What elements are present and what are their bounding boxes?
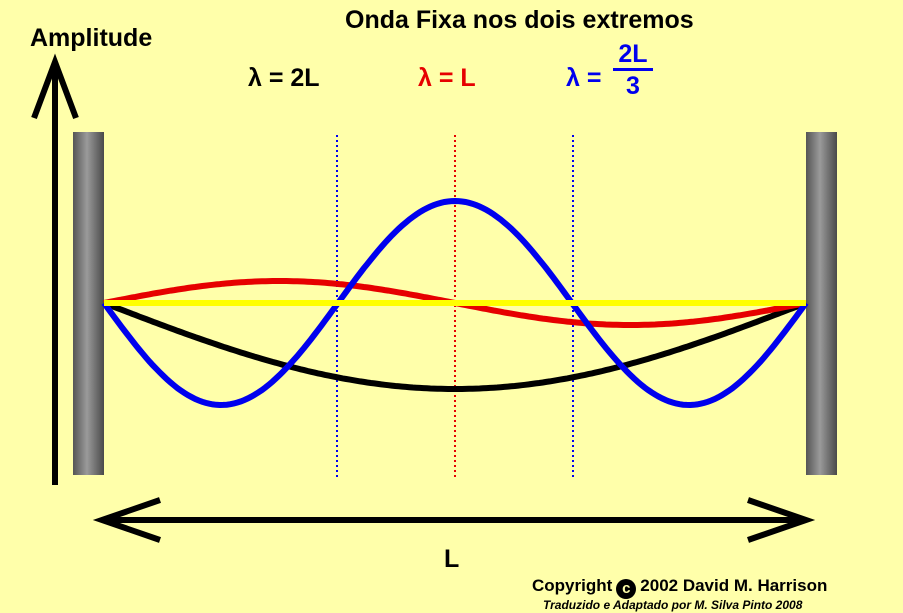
lambda-l-label: λ = L: [418, 64, 476, 92]
copyright-icon: c: [616, 579, 637, 599]
length-axis-label: L: [444, 545, 460, 573]
lambda-2l3-fraction: 2L 3: [613, 40, 653, 101]
amplitude-axis-label: Amplitude: [30, 24, 153, 52]
wave-third-harmonic: [101, 197, 809, 409]
left-fixed-post: [73, 132, 104, 475]
copyright-line: Copyright c 2002 David M. Harrison: [532, 576, 827, 599]
amplitude-axis-arrow: [31, 53, 79, 485]
length-arrow: [92, 497, 816, 543]
lambda-2l-label: λ = 2L: [248, 64, 320, 92]
diagram-title: Onda Fixa nos dois extremos: [345, 6, 694, 34]
wave-fundamental: [102, 300, 808, 392]
lambda-2l3-prefix: λ =: [566, 64, 602, 92]
translation-credit: Traduzido e Adaptado por M. Silva Pinto …: [543, 598, 803, 612]
right-fixed-post: [806, 132, 837, 475]
fraction-numerator: 2L: [613, 40, 653, 71]
copyright-prefix: Copyright: [532, 576, 613, 595]
copyright-text: 2002 David M. Harrison: [640, 576, 828, 595]
fraction-denominator: 3: [626, 72, 640, 100]
